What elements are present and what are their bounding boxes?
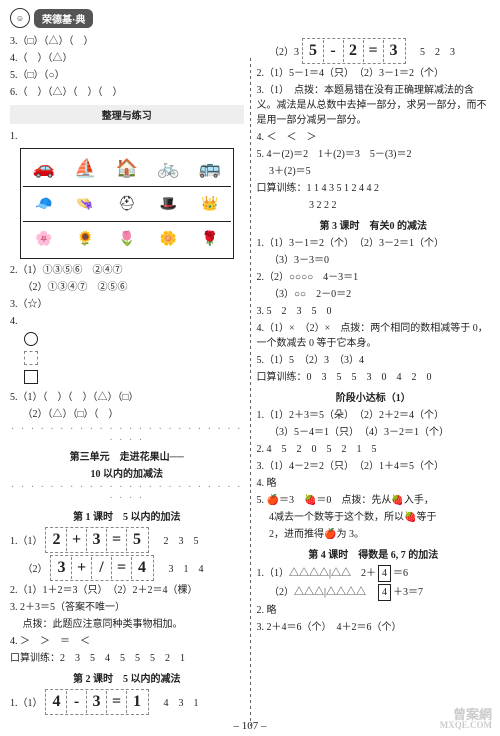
q2: 2.（1）①③⑤⑥ ②④⑦ [10,263,244,278]
table-row: 🧢 👒 ⛑ 🎩 👑 [23,186,231,221]
lesson-2-header: 第 2 课时 5 以内的减法 [10,670,244,685]
r5b: 3＋(2)＝5 [257,164,491,179]
col-divider [250,58,251,726]
l2q1: 1.（1） 4-3=1 4 3 1 [10,689,244,715]
r3q3: 3. 5 2 3 5 0 [257,304,491,319]
brand-banner: ☺ 荣德基·典 [10,8,244,28]
traced-eq-3: 4-3=1 [45,689,149,715]
q3: 3.（☆） [10,297,244,312]
line-4: 4.（ ）（△） [10,51,244,66]
line-3: 3.（□）（△）（ ） [10,34,244,49]
r3: 3.（1） 点拨：本题易错在没有正确理解减法的含义。减法是从总数中去掉一部分，求… [257,83,491,128]
s4q5c: 2，进而推得🍎为 3。 [257,527,491,542]
brand-text: 荣德基·典 [34,9,93,28]
line-6: 6.（ ）（△）（ ）（ ） [10,85,244,100]
unit-header-a: 第三单元 走进花果山── [10,448,244,463]
l1q4: 4. ＞ ＞ ＝ ＜ [10,634,244,649]
square-shape-dashed [24,351,38,365]
s4q2: 2. 4 5 2 0 5 2 1 5 [257,442,491,457]
traced-eq-4: 5-2=3 [302,38,406,64]
r3q5: 5.（1）5 （2）3 （3）4 [257,353,491,368]
q2b: （2）①③④⑦ ②⑤⑥ [10,280,244,295]
line-5: 5.（□）（○） [10,68,244,83]
s5q2: 2. 略 [257,603,491,618]
picture-table: 🚗 ⛵ 🏠 🚲 🚌 🧢 👒 ⛑ 🎩 👑 🌸 🌻 🌷 🌼 🌹 [20,148,234,259]
r1: （2）3 5-2=3 5 2 3 [257,38,491,64]
l1q3: 3. 2＋3＝5（答案不唯一） [10,600,244,615]
s4q3: 3.（1）4－2＝2（只） （2）1＋4＝5（个） [257,459,491,474]
brand-icon: ☺ [10,8,30,28]
s4q5b: 4减去一个数等于这个数，所以🍓等于 [257,510,491,525]
r3q4: 4.（1）× （2）× 点拨：两个相同的数相减等于 0，一个数减去 0 等于它本… [257,321,491,351]
q5: 5.（1）（ ）（ ）（△）（□） [10,390,244,405]
dotted-divider: · · · · · · · · · · · · · · · · · · · · … [10,482,244,504]
s5q3: 3. 2＋4＝6（个） 4＋2＝6（个） [257,620,491,635]
rkx2: 口算训练：0 3 5 5 3 0 4 2 0 [257,370,491,385]
lesson-1-header: 第 1 课时 5 以内的加法 [10,508,244,523]
unit-header-b: 10 以内的加减法 [10,465,244,480]
section-header-1: 整理与练习 [10,105,244,124]
rkx1: 口算训练：1 1 4 3 5 1 2 4 4 2 [257,181,491,196]
r3q1b: （3）3－3＝0 [257,253,491,268]
l1q2: 2.（1）1＋2＝3（只） （2）2＋2＝4（棵） [10,583,244,598]
stage-header: 阶段小达标（1） [257,389,491,404]
s4q1b: （3）5－4＝1（只） （4）3－2＝1（个） [257,425,491,440]
r3q2: 2.（2）○○○○ 4－3＝1 [257,270,491,285]
l1q3b: 点拨：此题应注意同种类事物相加。 [10,617,244,632]
q1-label: 1. [10,129,244,144]
s4q4: 4. 略 [257,476,491,491]
page-number: – 107 – [0,720,500,732]
s4q5: 5. 🍎＝3 🍓＝0 点拨：先从🍓入手， [257,493,491,508]
s5q1: 1.（1）△△△△|△△ 2＋4＝6 [257,565,491,582]
table-row: 🌸 🌻 🌷 🌼 🌹 [23,221,231,256]
l1kx: 口算训练：2 3 5 4 5 5 5 2 1 [10,651,244,666]
traced-eq-1: 2+3=5 [45,527,149,553]
rkx1b: 3 2 2 2 [257,198,491,213]
r3q2b: （3）○○ 2－0＝2 [257,287,491,302]
r4: 4. ＜ ＜ ＞ [257,130,491,145]
q4: 4. [10,314,244,329]
s5q1b: （2）△△△|△△△△ 4＋3＝7 [257,584,491,601]
r2: 2.（1）5－1＝4（只） （2）3－1＝2（个） [257,66,491,81]
table-row: 🚗 ⛵ 🏠 🚲 🚌 [23,151,231,186]
lesson-4-header: 第 4 课时 得数是 6, 7 的加法 [257,546,491,561]
l1q1b: （2） 3+/=4 3 1 4 [10,555,244,581]
watermark: 曾案網 MXQE.COM [440,708,492,730]
traced-eq-2: 3+/=4 [50,555,154,581]
circle-shape [24,332,38,346]
s4q1: 1.（1）2＋3＝5（朵） （2）2＋2＝4（个） [257,408,491,423]
dotted-divider: · · · · · · · · · · · · · · · · · · · · … [10,424,244,446]
l1q1: 1.（1） 2+3=5 2 3 5 [10,527,244,553]
r5: 5. 4－(2)＝2 1＋(2)＝3 5－(3)＝2 [257,147,491,162]
square-shape [24,370,38,384]
q5b: （2）（△）（□）（ ） [10,407,244,422]
lesson-3-header: 第 3 课时 有关0 的减法 [257,217,491,232]
r3q1: 1.（1）3－1＝2（个） （2）3－2＝1（个） [257,236,491,251]
